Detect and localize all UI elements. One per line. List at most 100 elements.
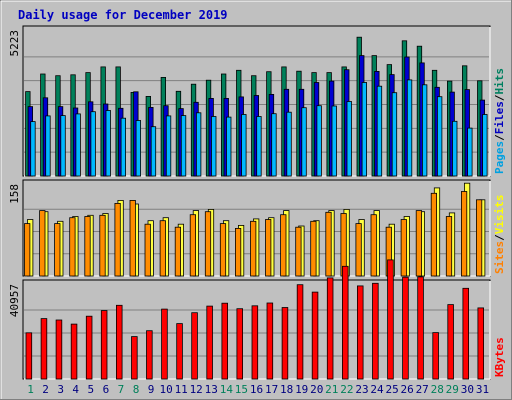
day-label: 12 bbox=[190, 383, 203, 396]
bar-kbytes bbox=[447, 304, 454, 380]
y-axis-max-label-requests: 5223 bbox=[8, 30, 21, 57]
bar-pages bbox=[60, 115, 66, 177]
bar-sites bbox=[54, 223, 61, 277]
bar-pages bbox=[406, 79, 413, 177]
legend-entry: Sites bbox=[493, 241, 506, 274]
legend-requests: Pages/Files/Hits bbox=[493, 68, 506, 174]
day-label: 14 bbox=[220, 383, 234, 396]
bar-kbytes bbox=[206, 305, 213, 380]
bar-kbytes bbox=[341, 265, 349, 380]
bar-kbytes bbox=[100, 310, 108, 380]
bar-sites bbox=[174, 226, 181, 277]
bar-kbytes bbox=[402, 276, 409, 380]
bar-kbytes bbox=[85, 315, 93, 380]
bar-sites bbox=[144, 223, 151, 277]
bar-sites bbox=[129, 199, 136, 277]
bar-kbytes bbox=[266, 302, 274, 380]
day-label: 30 bbox=[461, 383, 474, 396]
day-label: 18 bbox=[280, 383, 293, 396]
day-label: 20 bbox=[310, 383, 323, 396]
bar-sites bbox=[204, 211, 212, 277]
legend-entry: / bbox=[493, 234, 506, 241]
bar-sites bbox=[325, 211, 332, 277]
bar-pages bbox=[105, 110, 111, 177]
bar-pages bbox=[271, 113, 277, 177]
bar-kbytes bbox=[462, 287, 469, 380]
y-axis-max-label-visitors: 158 bbox=[8, 184, 21, 204]
x-axis-day-labels: 1 2 3 4 5 6 7 8 9 10 11 12 13 14 15 16 17 18 19 20 21 22 23 24 2… bbox=[27, 383, 489, 396]
bar-pages bbox=[226, 116, 232, 177]
bar-sites bbox=[189, 214, 196, 277]
bar-kbytes bbox=[55, 319, 63, 380]
day-label: 13 bbox=[205, 383, 218, 396]
bar-kbytes bbox=[236, 308, 243, 380]
bar-kbytes bbox=[432, 332, 439, 380]
bar-sites bbox=[400, 219, 407, 277]
day-label: 28 bbox=[431, 383, 444, 396]
day-label: 23 bbox=[355, 383, 368, 396]
panel-visitors: 158 Sites/Visits bbox=[8, 179, 506, 277]
day-label: 27 bbox=[416, 383, 429, 396]
legend-entry: Pages bbox=[493, 141, 506, 174]
day-label: 6 bbox=[103, 383, 110, 396]
bar-pages bbox=[436, 96, 443, 177]
bar-kbytes bbox=[146, 330, 153, 380]
bar-sites bbox=[39, 210, 46, 277]
y-axis-max-label-kbytes: 40957 bbox=[8, 284, 21, 317]
bar-pages bbox=[135, 120, 142, 177]
bar-kbytes bbox=[221, 302, 228, 380]
bar-pages bbox=[195, 112, 202, 177]
day-label: 3 bbox=[57, 383, 64, 396]
bar-kbytes bbox=[70, 323, 78, 380]
bar-sites bbox=[69, 217, 76, 277]
bar-sites bbox=[24, 223, 31, 277]
bar-sites bbox=[430, 192, 438, 277]
bar-pages bbox=[361, 82, 368, 177]
bar-pages bbox=[30, 121, 36, 177]
bar-pages bbox=[241, 114, 247, 177]
bar-pages bbox=[482, 114, 488, 177]
bar-kbytes bbox=[176, 323, 183, 380]
legend-visitors: Sites/Visits bbox=[493, 195, 506, 275]
bar-sites bbox=[355, 223, 362, 277]
bar-kbytes bbox=[372, 282, 379, 380]
bar-kbytes bbox=[161, 308, 168, 380]
bar-pages bbox=[301, 107, 307, 177]
bar-kbytes bbox=[116, 304, 123, 380]
bar-pages bbox=[256, 116, 262, 177]
bar-kbytes bbox=[251, 305, 259, 380]
bar-sites bbox=[460, 191, 468, 277]
day-label: 24 bbox=[370, 383, 384, 396]
bar-pages bbox=[467, 127, 473, 177]
bar-sites bbox=[114, 202, 121, 277]
bar-kbytes bbox=[296, 284, 304, 380]
bar-sites bbox=[99, 214, 106, 277]
bar-sites bbox=[234, 227, 242, 277]
bar-kbytes bbox=[356, 285, 364, 380]
bar-sites bbox=[445, 216, 453, 277]
bar-pages bbox=[316, 105, 322, 177]
day-label: 22 bbox=[340, 383, 353, 396]
legend-entry: / bbox=[493, 134, 506, 141]
bar-sites bbox=[370, 214, 377, 277]
bar-pages bbox=[376, 85, 383, 177]
chart-panels: 5223 Pages/Files/Hits 158 Sites/Visits 40957… bbox=[8, 25, 506, 380]
legend-kbytes: KBytes bbox=[493, 337, 506, 377]
bar-kbytes bbox=[326, 277, 334, 380]
day-label: 26 bbox=[400, 383, 413, 396]
panel-requests: 5223 Pages/Files/Hits bbox=[8, 25, 506, 177]
legend-entry: Files bbox=[493, 101, 506, 134]
day-label: 19 bbox=[295, 383, 308, 396]
bar-kbytes bbox=[311, 291, 319, 380]
day-label: 21 bbox=[325, 383, 338, 396]
day-label: 29 bbox=[446, 383, 459, 396]
legend-entry: KBytes bbox=[493, 337, 506, 377]
bar-pages bbox=[391, 92, 398, 177]
day-label: 8 bbox=[133, 383, 140, 396]
bar-kbytes bbox=[40, 318, 48, 380]
bar-sites bbox=[295, 226, 302, 277]
day-label: 31 bbox=[476, 383, 489, 396]
day-label: 10 bbox=[159, 383, 172, 396]
